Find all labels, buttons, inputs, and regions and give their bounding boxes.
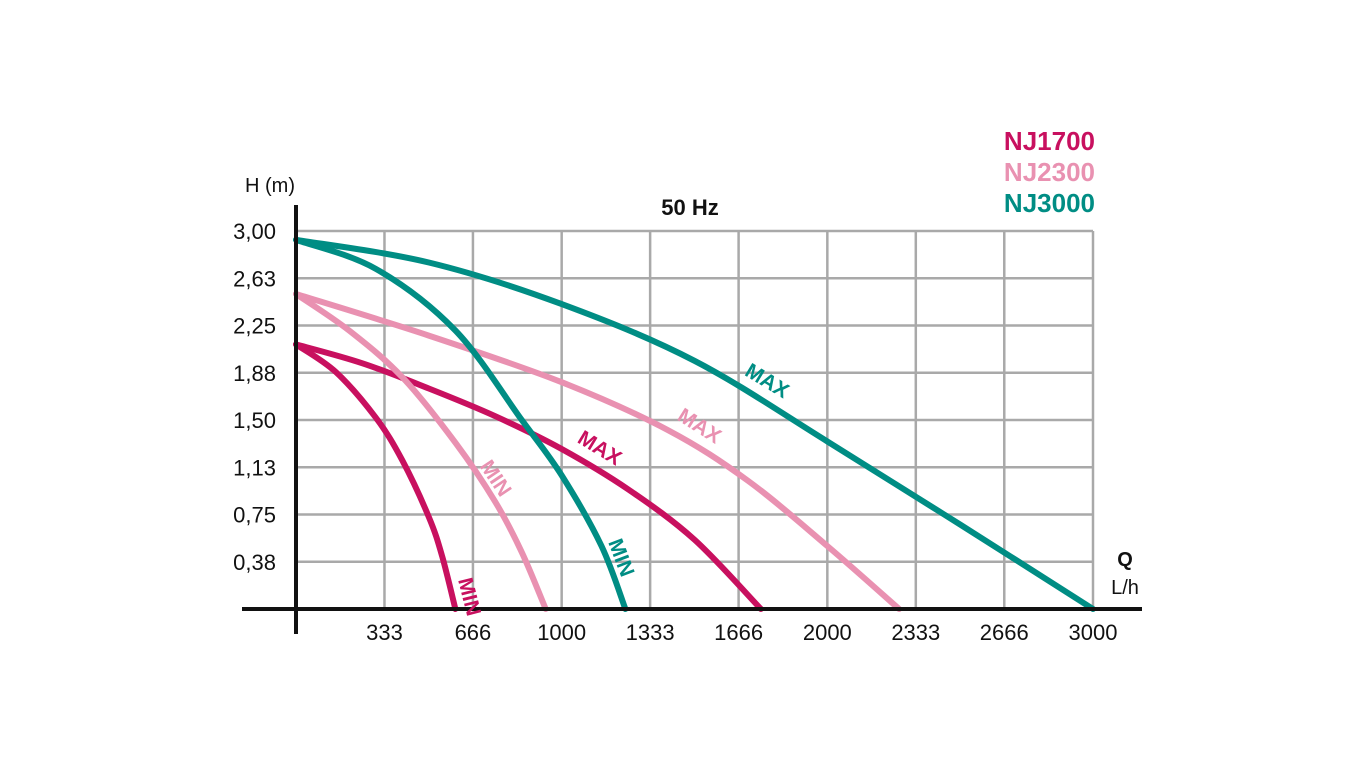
tick-labels: 333 666 1000 1333 1666 2000 2333 2666 3000 3,00 2,… xyxy=(233,219,1117,645)
x-tick-label: 666 xyxy=(455,620,492,645)
y-tick-label: 2,63 xyxy=(233,266,276,291)
legend-entry-nj3000: NJ3000 xyxy=(1004,188,1095,218)
y-tick-label: 1,13 xyxy=(233,455,276,480)
curve-nj2300-min xyxy=(293,291,549,612)
y-tick-label: 2,25 xyxy=(233,314,276,339)
x-tick-label: 2333 xyxy=(891,620,940,645)
curve-nj1700-min xyxy=(293,341,459,612)
grid xyxy=(296,229,1095,609)
axes xyxy=(242,205,1142,634)
curve-label-nj1700-max: MAX xyxy=(574,426,626,470)
x-axis-title: Q xyxy=(1117,549,1133,571)
y-tick-label: 1,88 xyxy=(233,361,276,386)
curve-label-nj2300-max: MAX xyxy=(673,404,725,448)
curve-label-nj3000-max: MAX xyxy=(741,359,793,403)
legend-entry-nj2300: NJ2300 xyxy=(1004,157,1095,187)
x-axis-unit: L/h xyxy=(1111,577,1139,599)
legend: NJ1700 NJ2300 NJ3000 xyxy=(1004,126,1095,218)
curve-label-nj1700-min: MIN xyxy=(453,575,485,618)
x-tick-label: 3000 xyxy=(1069,620,1118,645)
y-axis-title: H (m) xyxy=(245,175,295,197)
y-tick-label: 1,50 xyxy=(233,408,276,433)
curve-nj3000-max xyxy=(293,236,1096,612)
y-tick-label: 0,38 xyxy=(233,550,276,575)
x-tick-label: 333 xyxy=(366,620,403,645)
y-tick-label: 3,00 xyxy=(233,219,276,244)
curves xyxy=(293,236,1096,612)
x-tick-label: 2666 xyxy=(980,620,1029,645)
x-tick-label: 1000 xyxy=(537,620,586,645)
x-tick-label: 2000 xyxy=(803,620,852,645)
legend-entry-nj1700: NJ1700 xyxy=(1004,126,1095,156)
curve-nj2300-max xyxy=(293,291,903,612)
y-tick-label: 0,75 xyxy=(233,503,276,528)
curve-nj3000-min xyxy=(293,236,629,612)
chart-title: 50 Hz xyxy=(661,195,718,220)
x-tick-label: 1333 xyxy=(626,620,675,645)
x-tick-label: 1666 xyxy=(714,620,763,645)
